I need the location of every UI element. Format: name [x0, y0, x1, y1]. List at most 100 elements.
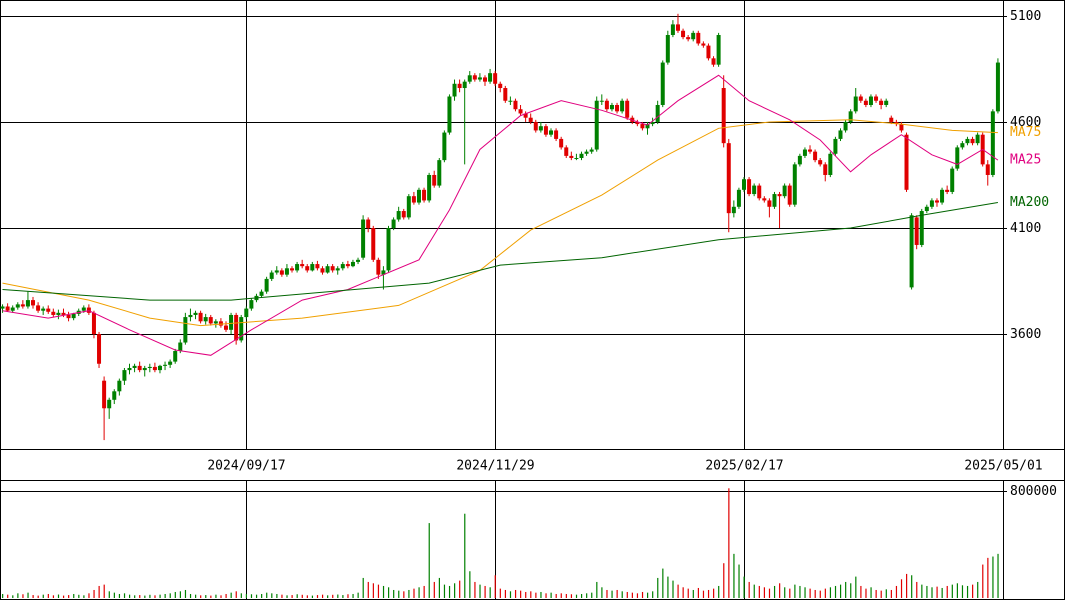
candle-body: [386, 227, 391, 271]
candle-body: [203, 317, 208, 322]
candle-body: [437, 160, 442, 186]
candle-body: [813, 151, 818, 161]
volume-bar: [286, 595, 288, 598]
candle-body: [787, 185, 792, 205]
volume-bar: [73, 593, 75, 598]
candle-body: [655, 104, 660, 122]
candle-body: [741, 179, 746, 190]
volume-bar: [713, 588, 715, 598]
candle-body: [147, 366, 152, 368]
volume-bar: [540, 591, 542, 598]
candle-body: [325, 266, 330, 273]
candle-body: [132, 365, 137, 368]
candle-body: [843, 121, 848, 131]
candle-body: [579, 153, 584, 159]
volume-bar: [718, 585, 720, 598]
volume-bar: [931, 587, 933, 598]
volume-bar: [149, 594, 151, 598]
x-tick-label: 2024/11/29: [456, 459, 534, 474]
moving-average-line: [2, 119, 998, 327]
volume-bar: [372, 583, 374, 598]
volume-bar: [895, 585, 898, 598]
candle-body: [569, 155, 574, 159]
volume-bar: [641, 591, 644, 598]
volume-bar: [560, 593, 562, 598]
x-tick-label: 2025/02/17: [705, 459, 783, 474]
candle-body: [366, 219, 371, 228]
volume-bar: [677, 584, 679, 598]
candle-body: [91, 312, 96, 335]
candle-body: [670, 24, 675, 35]
volume-bar: [647, 592, 649, 598]
volume-bar: [606, 589, 608, 598]
volume-bar: [12, 595, 14, 598]
candle-body: [371, 227, 376, 260]
candle-body: [122, 370, 127, 381]
candle-body: [381, 270, 386, 275]
candle-body: [264, 278, 269, 292]
candle-body: [802, 149, 807, 156]
volume-bar: [382, 585, 385, 598]
candle-body: [86, 307, 91, 313]
candle-body: [112, 391, 117, 400]
volume-bar: [616, 589, 618, 598]
volume-bar: [428, 523, 430, 598]
volume-bar: [271, 593, 273, 598]
candle-body: [564, 147, 569, 156]
volume-bar: [763, 587, 766, 598]
volume-bar: [210, 595, 212, 598]
volume-bar: [936, 586, 938, 598]
volume-bar: [52, 595, 55, 598]
y-tick-label: 800000: [1010, 484, 1057, 499]
volume-bar: [255, 594, 258, 598]
candle-body: [736, 189, 741, 207]
candle-body: [229, 314, 234, 330]
y-tick-label: 4100: [1010, 221, 1041, 236]
candle-body: [25, 300, 30, 307]
candle-body: [102, 380, 107, 409]
candle-body: [554, 130, 559, 139]
volume-bar: [926, 585, 928, 598]
volume-bar: [276, 593, 278, 598]
volume-bar: [611, 590, 613, 598]
series-label: MA75: [1010, 125, 1041, 140]
candle-body: [691, 32, 696, 40]
candle-body: [127, 367, 132, 371]
volume-bar: [103, 584, 105, 598]
volume-bar: [321, 594, 324, 598]
volume-bar: [504, 589, 507, 598]
volume-bar: [525, 591, 527, 598]
candle-body: [955, 147, 960, 169]
candle-body: [198, 312, 203, 322]
candle-body: [757, 185, 762, 199]
candle-body: [467, 75, 472, 82]
candle-body: [31, 300, 36, 306]
volume-bar: [108, 591, 110, 598]
volume-bar: [311, 595, 314, 598]
candle-body: [376, 259, 381, 275]
candle-body: [168, 361, 173, 365]
volume-bar: [42, 594, 44, 598]
volume-bar: [580, 593, 583, 598]
candle-body: [523, 113, 528, 118]
volume-bar: [454, 583, 456, 598]
volume-bar: [586, 593, 588, 598]
candle-body: [300, 264, 305, 267]
candle-body: [528, 117, 533, 122]
candle-body: [559, 138, 564, 148]
volume-bar: [900, 579, 903, 598]
candle-body: [157, 365, 162, 371]
volume-bar: [697, 587, 699, 598]
volume-bar: [839, 584, 842, 598]
candle-body: [879, 100, 884, 105]
candle-body: [731, 206, 736, 214]
candle-body: [310, 264, 315, 271]
volume-bar: [997, 553, 999, 598]
candle-body: [848, 111, 853, 122]
candle-body: [513, 100, 518, 110]
volume-bar: [550, 592, 552, 598]
volume-bar: [514, 589, 517, 598]
candle-body: [792, 164, 797, 205]
